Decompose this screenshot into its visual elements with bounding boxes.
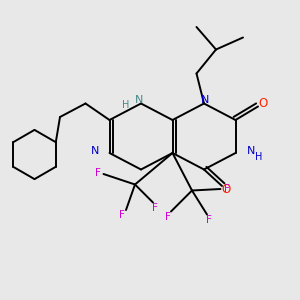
- Text: F: F: [118, 210, 124, 220]
- Text: F: F: [94, 167, 100, 178]
- Text: F: F: [152, 203, 158, 213]
- Text: N: N: [247, 146, 255, 157]
- Text: H: H: [255, 152, 262, 162]
- Text: N: N: [201, 95, 210, 105]
- Text: O: O: [259, 97, 268, 110]
- Text: N: N: [135, 95, 144, 105]
- Text: N: N: [91, 146, 99, 157]
- Text: H: H: [122, 100, 130, 110]
- Text: O: O: [222, 183, 231, 196]
- Text: F: F: [165, 212, 171, 222]
- Text: F: F: [224, 184, 230, 194]
- Text: F: F: [206, 215, 212, 225]
